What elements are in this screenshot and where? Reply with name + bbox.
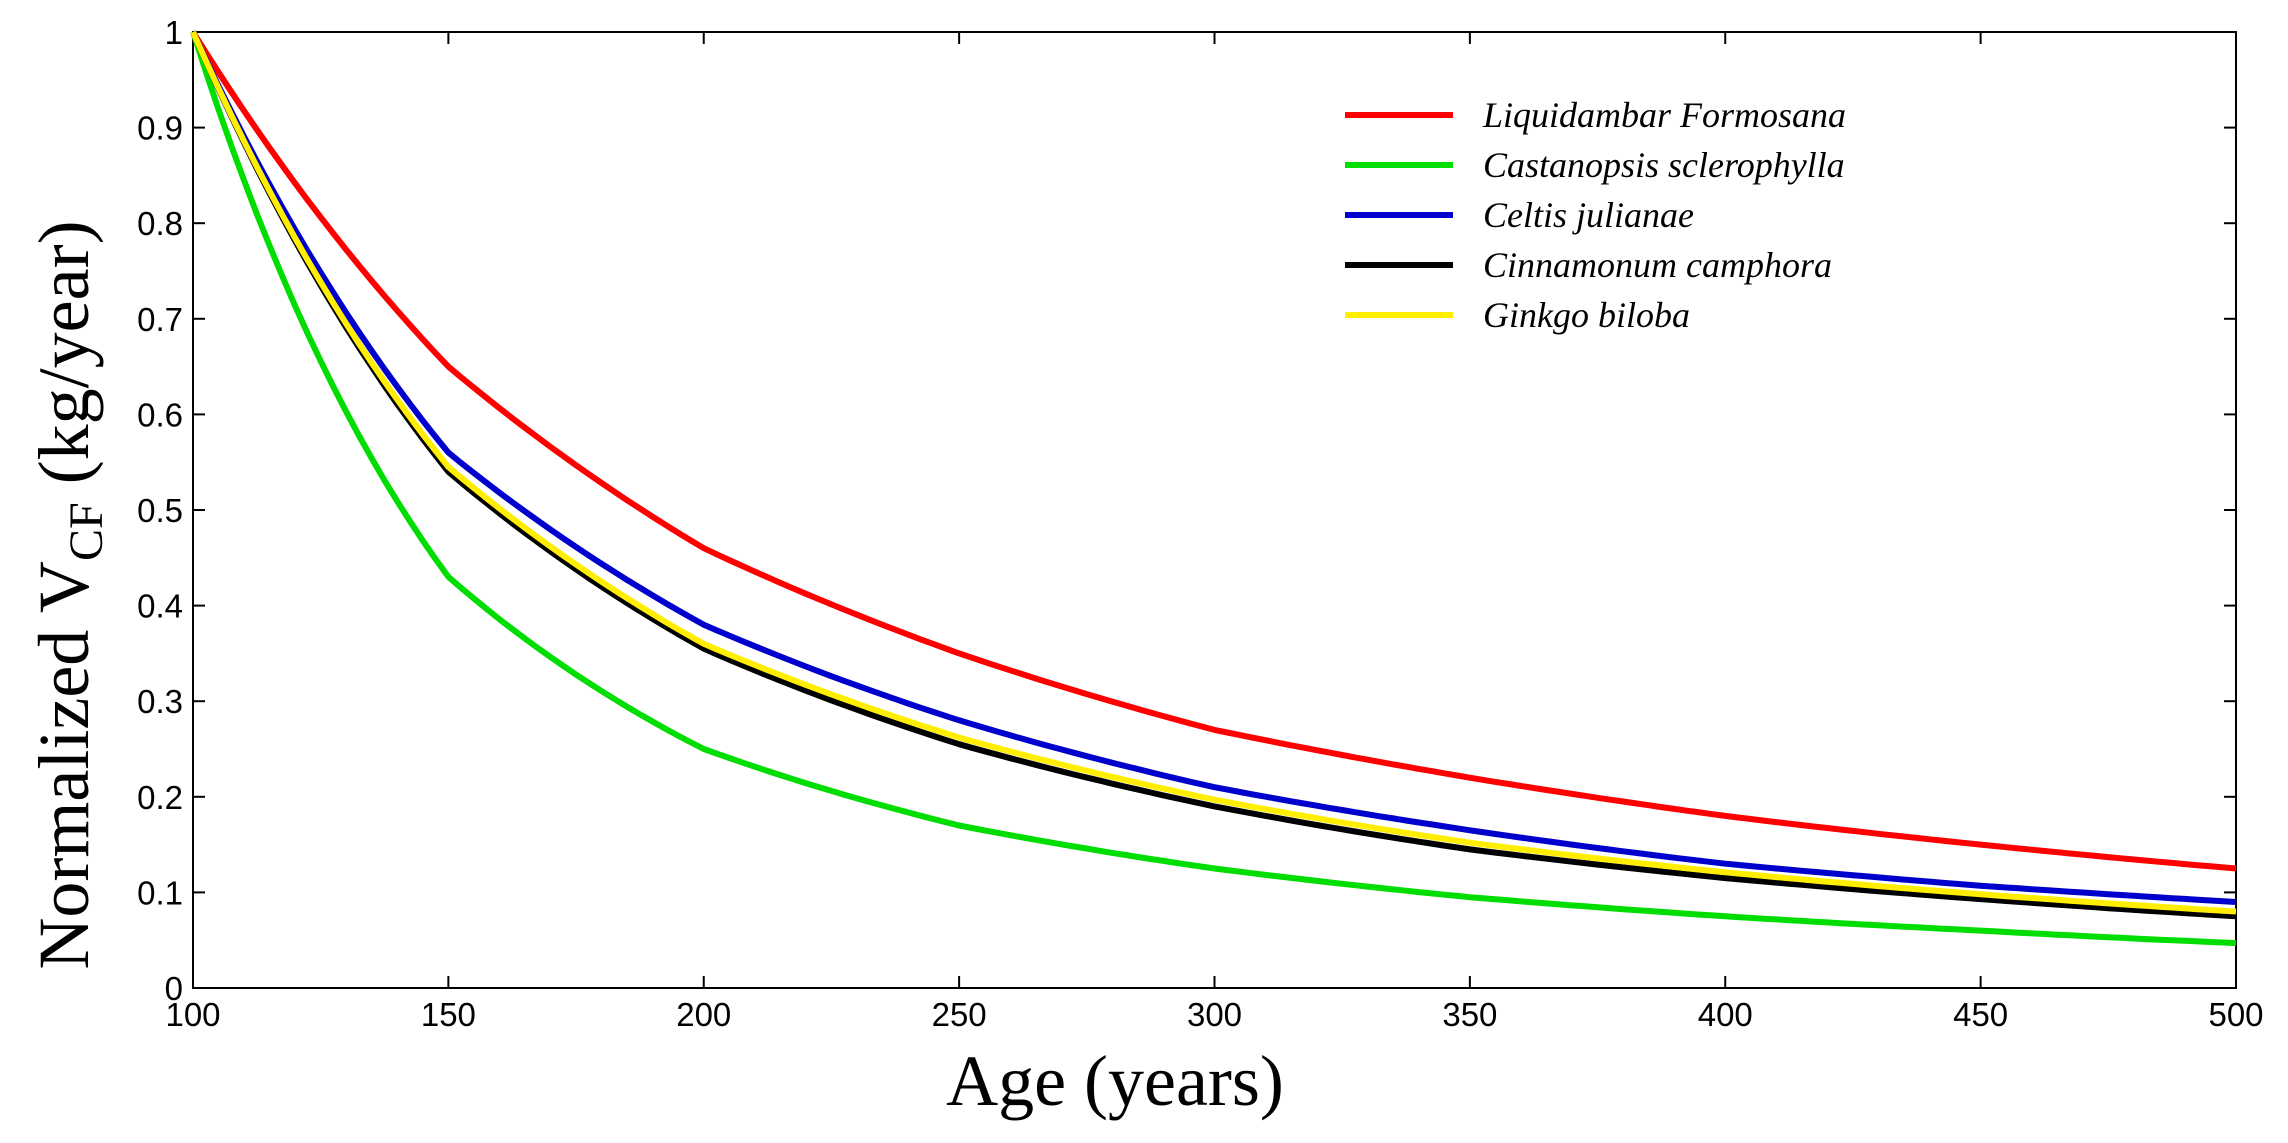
x-tick-label: 350: [1442, 996, 1497, 1033]
y-tick-label: 0.3: [137, 683, 183, 720]
y-tick-label: 0: [165, 970, 183, 1007]
legend-label-2: Celtis julianae: [1483, 195, 1694, 235]
y-tick-label: 0.9: [137, 110, 183, 147]
x-tick-label: 500: [2208, 996, 2263, 1033]
y-axis: 0 0.1 0.2 0.3 0.4 0.5 0.6 0.7 0.8 0.9 1: [137, 14, 2236, 1007]
y-tick-label: 0.4: [137, 588, 183, 625]
legend-label-1: Castanopsis sclerophylla: [1483, 145, 1845, 185]
series-line-4: [190, 30, 2237, 915]
x-tick-label: 150: [421, 996, 476, 1033]
y-tick-label: 0.8: [137, 205, 183, 242]
x-axis-title: Age (years): [946, 1041, 1284, 1121]
y-axis-title-unit: (kg/year): [24, 220, 104, 502]
legend-label-0: Liquidambar Formosana: [1482, 95, 1846, 135]
x-tick-label: 200: [676, 996, 731, 1033]
x-tick-label: 100: [165, 996, 220, 1033]
x-tick-label: 250: [932, 996, 987, 1033]
x-tick-label: 300: [1187, 996, 1242, 1033]
x-axis: 100 150 200 250 300 350 400 450 500: [165, 32, 2264, 1033]
y-tick-label: 0.7: [137, 301, 183, 338]
y-tick-label: 1: [165, 14, 183, 51]
y-tick-label: 0.2: [137, 779, 183, 816]
y-tick-label: 0.6: [137, 396, 183, 433]
y-axis-title-subscript: CF: [60, 502, 113, 561]
y-axis-title: Normalized VCF (kg/year): [24, 220, 113, 969]
y-axis-title-main: Normalized V: [24, 561, 104, 970]
series-line-3: [190, 30, 2237, 920]
legend-label-3: Cinnamonum camphora: [1483, 245, 1832, 285]
series-line-0: [190, 30, 2237, 872]
legend: Liquidambar Formosana Castanopsis sclerop…: [1345, 95, 1846, 335]
legend-label-4: Ginkgo biloba: [1483, 295, 1690, 335]
series-line-2: [190, 30, 2237, 905]
series-lines: [190, 30, 2237, 947]
x-tick-label: 400: [1698, 996, 1753, 1033]
x-tick-label: 450: [1953, 996, 2008, 1033]
series-line-1: [190, 31, 2237, 947]
y-tick-label: 0.5: [137, 492, 183, 529]
y-tick-label: 0.1: [137, 874, 183, 911]
